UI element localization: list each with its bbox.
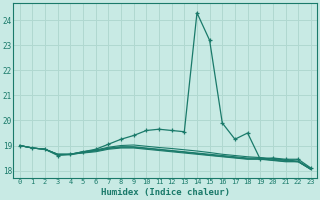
X-axis label: Humidex (Indice chaleur): Humidex (Indice chaleur) <box>101 188 230 197</box>
